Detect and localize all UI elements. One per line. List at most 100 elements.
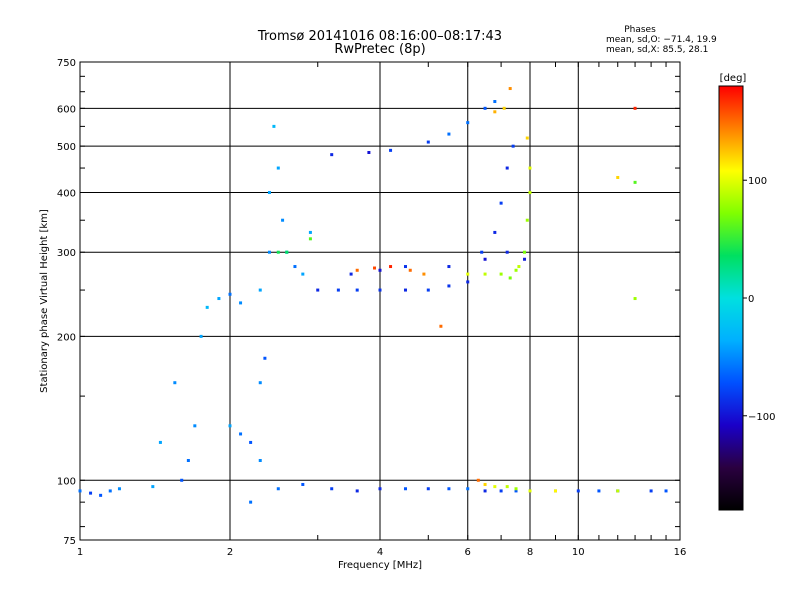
scatter-point [514,489,518,493]
x-tick-label: 2 [227,547,233,558]
scatter-point [239,432,243,436]
scatter-point [281,218,285,222]
y-tick-label: 400 [57,188,76,199]
scatter-point [403,288,407,292]
scatter-point [276,166,280,170]
scatter-point [649,489,653,493]
scatter-point [389,265,393,269]
scatter-point [466,280,470,284]
scatter-point [267,250,271,254]
scatter-point [528,166,532,170]
x-tick-label: 1 [77,547,83,558]
scatter-point [355,489,359,493]
scatter-point [483,482,487,486]
scatter-point [78,489,82,493]
x-tick-label: 6 [465,547,471,558]
scatter-point [378,268,382,272]
scatter-point [301,482,305,486]
scatter-point [505,166,509,170]
scatter-point [508,276,512,280]
scatter-point [228,424,232,428]
scatter-point [217,297,221,301]
scatter-point [151,485,155,489]
scatter-point [403,265,407,269]
scatter-point [523,250,527,254]
scatter-point [508,87,512,91]
x-axis-ticks: 1 2 4 6 8 10 16 [77,62,687,558]
scatter-point [293,265,297,269]
scatter-point [349,272,353,276]
scatter-point [466,272,470,276]
scatter-point [378,288,382,292]
scatter-point [426,140,430,144]
scatter-point [258,381,262,385]
scatter-point [517,265,521,269]
scatter-point [389,148,393,152]
y-tick-label: 750 [57,58,76,69]
scatter-point [186,458,190,462]
scatter-point [205,305,209,309]
scatter-point [493,230,497,234]
scatter-point [528,489,532,493]
scatter-point [553,489,557,493]
scatter-point [249,500,253,504]
scatter-point [523,257,527,261]
x-tick-label: 4 [377,547,383,558]
scatter-point [514,487,518,491]
scatter-point [483,272,487,276]
y-axis-label: Stationary phase Virtual Height [km] [39,209,50,393]
scatter-point [308,237,312,241]
scatter-point [426,487,430,491]
scatter-points [78,87,668,504]
scatter-point [616,489,620,493]
scatter-point [514,268,518,272]
scatter-point [447,284,451,288]
y-tick-label: 300 [57,248,76,259]
scatter-point [373,266,377,270]
scatter-point [276,250,280,254]
x-axis-label: Frequency [MHz] [338,560,422,571]
y-axis-ticks: 75 100 200 300 400 500 600 750 [57,58,680,547]
scatter-point [117,487,121,491]
x-tick-label: 8 [527,547,533,558]
x-tick-label: 16 [674,547,687,558]
scatter-point [447,487,451,491]
scatter-point [308,230,312,234]
colorbar-tick-label: −100 [748,412,775,423]
x-tick-label: 10 [572,547,585,558]
y-tick-label: 75 [63,536,76,547]
colorbar-unit-label: [deg] [720,73,747,84]
scatter-point [483,106,487,110]
scatter-point [505,250,509,254]
scatter-point [239,301,243,305]
scatter-point [493,485,497,489]
scatter-point [316,288,320,292]
scatter-point [426,288,430,292]
scatter-point [249,440,253,444]
phases-x-stats: mean, sd,X: 85.5, 28.1 [606,45,708,55]
chart-title: Tromsø 20141016 08:16:00–08:17:43 [257,29,502,44]
scatter-point [330,487,334,491]
scatter-point [633,297,637,301]
y-tick-label: 600 [57,104,76,115]
scatter-point [499,272,503,276]
y-tick-label: 200 [57,332,76,343]
scatter-point [272,124,276,128]
scatter-point [439,324,443,328]
scatter-point [408,268,412,272]
scatter-point [276,487,280,491]
scatter-point [511,144,515,148]
colorbar-tick-label: 100 [748,176,767,187]
scatter-point [89,491,93,495]
scatter-point [525,136,529,140]
scatter-point [267,190,271,194]
scatter-point [664,489,668,493]
colorbar [718,85,744,511]
scatter-point [378,487,382,491]
phases-o-stats: mean, sd,O: −71.4, 19.9 [606,35,717,45]
colorbar-ticks: 100 0 −100 [743,176,775,423]
scatter-point [301,272,305,276]
scatter-point [633,106,637,110]
